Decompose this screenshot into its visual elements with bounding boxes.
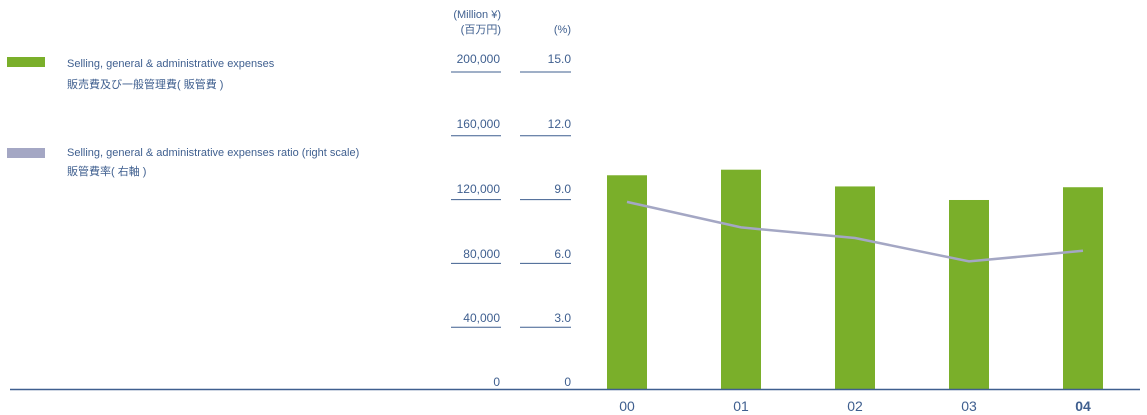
right-tick-label: 15.0 xyxy=(547,52,571,66)
left-tick-label: 200,000 xyxy=(456,52,500,66)
bar-00 xyxy=(607,175,647,389)
bar-02 xyxy=(835,186,875,389)
x-tick-label: 03 xyxy=(961,398,977,414)
x-tick-label: 04 xyxy=(1075,398,1091,414)
legend-label-ratio-en: Selling, general & administrative expens… xyxy=(67,147,360,159)
left-tick-label: 0 xyxy=(493,375,500,389)
right-axis-unit: (%) xyxy=(553,24,571,36)
left-tick-label: 40,000 xyxy=(463,311,500,325)
bar-03 xyxy=(949,199,989,389)
legend-label-sga-ja: 販売費及び一般管理費( 販管費 ) xyxy=(67,79,224,91)
right-tick-label: 6.0 xyxy=(554,247,571,261)
bar-04 xyxy=(1063,187,1103,389)
bar-01 xyxy=(721,169,761,389)
right-tick-label: 12.0 xyxy=(547,117,571,131)
left-tick-label: 80,000 xyxy=(463,247,500,261)
right-tick-label: 0 xyxy=(564,375,571,389)
legend-label-ratio-ja: 販管費率( 右軸 ) xyxy=(67,166,147,178)
right-tick-label: 9.0 xyxy=(554,182,571,196)
legend-label-sga-en: Selling, general & administrative expens… xyxy=(67,58,275,70)
left-axis-unit-ja: (百万円) xyxy=(460,24,501,36)
x-tick-label: 02 xyxy=(847,398,863,414)
right-tick-label: 3.0 xyxy=(554,311,571,325)
x-tick-label: 00 xyxy=(619,398,635,414)
left-axis-unit-en: (Million ¥) xyxy=(453,9,501,21)
legend-line-swatch-icon xyxy=(7,148,45,158)
x-tick-label: 01 xyxy=(733,398,749,414)
legend-bar-swatch-icon xyxy=(7,57,45,67)
left-tick-label: 120,000 xyxy=(456,182,500,196)
left-tick-label: 160,000 xyxy=(456,117,500,131)
